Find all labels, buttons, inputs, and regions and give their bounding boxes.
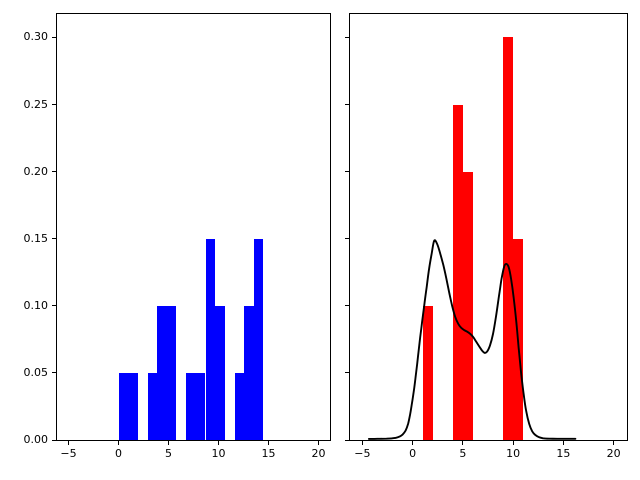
y-tick [51,238,56,240]
x-tick-label: 10 [506,447,521,460]
x-tick-label: −5 [60,447,77,460]
histogram-bar-right [452,104,463,440]
x-tick [318,441,319,445]
y-tick [51,305,56,307]
y-tick-label: 0.15 [23,231,49,245]
histogram-bar-left [118,372,138,440]
y-tick [344,305,349,307]
y-tick [51,171,56,173]
axes-right [349,13,628,441]
y-tick [344,171,349,173]
histogram-bar-left [147,372,158,440]
x-tick [118,441,119,445]
axes-left [56,13,331,441]
y-tick [51,104,56,105]
y-tick [51,372,56,374]
histogram-bar-right [503,37,514,440]
histogram-bar-left [244,305,254,440]
y-tick [344,104,349,105]
histogram-bar-right [422,305,433,440]
x-tick [168,441,169,445]
x-tick-label: 20 [311,447,326,460]
y-tick [344,36,349,38]
x-tick-label: 15 [556,447,571,460]
x-tick [68,441,69,445]
y-tick-label: 0.30 [23,30,49,44]
y-tick [51,36,56,38]
x-tick-label: 0 [115,447,122,460]
x-tick-label: −5 [354,447,371,460]
x-tick-label: 15 [261,447,276,460]
x-tick [218,441,219,445]
y-tick-label: 0.00 [23,433,49,446]
x-tick [512,441,514,445]
y-tick [344,372,349,374]
histogram-bar-left [205,238,216,440]
x-tick-label: 10 [211,447,226,460]
x-tick-label: 0 [409,447,417,460]
x-tick [462,441,464,445]
y-tick-label: 0.20 [23,164,49,178]
y-tick-label: 0.05 [23,365,49,379]
x-tick-label: 5 [165,447,172,460]
x-tick [613,441,615,445]
x-tick-label: 20 [606,447,621,460]
x-tick-label: 5 [459,447,467,460]
y-tick-label: 0.10 [23,298,49,312]
histogram-bar-left [234,372,245,440]
histogram-bar-left [215,305,225,440]
y-tick-label: 0.25 [23,97,49,111]
x-tick [268,441,269,445]
x-tick [412,441,414,445]
y-tick [344,439,349,441]
y-tick [51,439,56,441]
y-tick [344,238,349,240]
x-tick [562,441,564,445]
x-tick [361,441,363,445]
histogram-bar-right [462,171,473,440]
histogram-bar-left [253,238,264,440]
histogram-bar-left [157,305,177,440]
histogram-bar-left [186,372,206,440]
histogram-bar-right [513,238,524,440]
